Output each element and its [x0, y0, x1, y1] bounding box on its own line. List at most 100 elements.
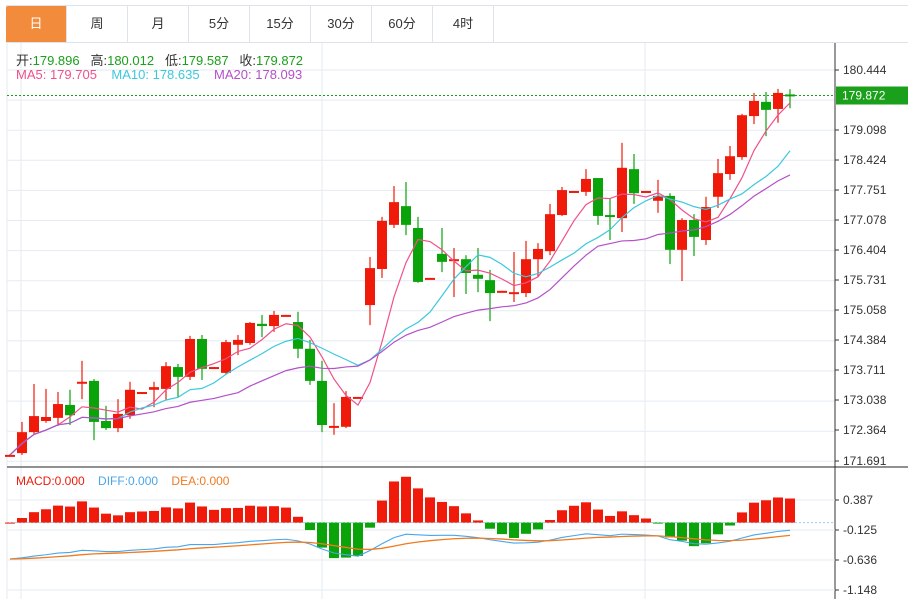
candle-body	[749, 100, 759, 117]
candle	[413, 216, 423, 283]
macd-histogram-bar	[449, 506, 459, 523]
ohlc-info: 开:179.896 高:180.012 低:179.587 收:179.872	[16, 50, 303, 69]
candle	[77, 360, 87, 400]
tab-5min[interactable]: 5分	[189, 6, 250, 42]
candle	[713, 158, 723, 208]
current-price-tag	[836, 86, 908, 105]
price-tick-label: 177.751	[843, 183, 887, 197]
candle	[257, 314, 267, 338]
candle-body	[557, 190, 567, 216]
candle-body	[641, 190, 651, 193]
candle-body	[713, 173, 723, 197]
candle	[113, 399, 123, 433]
candle	[41, 388, 51, 423]
tab-30min[interactable]: 30分	[311, 6, 372, 42]
macd-histogram-bar	[221, 508, 231, 523]
candle	[533, 243, 543, 278]
macd-histogram-bar	[245, 505, 255, 523]
tab-15min[interactable]: 15分	[250, 6, 311, 42]
candle	[17, 421, 27, 455]
ma5-value: MA5: 179.705	[16, 67, 97, 82]
candle	[677, 218, 687, 282]
candle	[281, 314, 291, 317]
current-price-label: 179.872	[842, 88, 886, 102]
macd-histogram-bar	[401, 476, 411, 523]
diff-value: DIFF:0.000	[98, 474, 159, 488]
tab-60min[interactable]: 60分	[372, 6, 433, 42]
candle-body	[185, 338, 195, 377]
candle	[581, 169, 591, 196]
ma10-line	[9, 150, 791, 456]
macd-histogram-bar	[113, 515, 123, 523]
candle	[593, 178, 603, 225]
candle	[269, 310, 279, 332]
candle	[521, 240, 531, 298]
candle	[65, 389, 75, 426]
ma20-line	[9, 174, 791, 456]
tab-4hour[interactable]: 4时	[433, 6, 494, 42]
candle-body	[689, 219, 699, 237]
open-value: 179.896	[32, 53, 80, 68]
candle-body	[485, 280, 495, 294]
candle-body	[413, 227, 423, 282]
candle	[509, 252, 519, 302]
tab-week[interactable]: 周	[67, 6, 128, 42]
candle-body	[341, 396, 351, 427]
macd-histogram-bar	[749, 502, 759, 523]
candle	[401, 182, 411, 236]
candle-body	[773, 92, 783, 109]
dea-line	[9, 534, 791, 560]
candle-body	[197, 338, 207, 369]
candle	[29, 384, 39, 435]
candle-body	[125, 389, 135, 416]
price-tick-label: 171.691	[843, 454, 887, 468]
close-label: 收:	[239, 53, 257, 68]
candle-body	[437, 253, 447, 262]
price-tick-label: 179.098	[843, 123, 887, 137]
price-tick-label: 174.384	[843, 333, 887, 347]
candle	[761, 92, 771, 137]
candle	[485, 269, 495, 322]
macd-histogram-bar	[509, 522, 519, 538]
candle	[689, 214, 699, 257]
candle-body	[293, 322, 303, 349]
macd-histogram-bar	[437, 501, 447, 523]
candle	[461, 255, 471, 294]
macd-histogram-bar	[125, 512, 135, 523]
macd-histogram-bar	[701, 522, 711, 544]
tab-month[interactable]: 月	[128, 6, 189, 42]
candle-body	[53, 404, 63, 418]
macd-histogram-bar	[413, 488, 423, 523]
candle-body	[617, 167, 627, 219]
ma20-value: MA20: 178.093	[214, 67, 303, 82]
macd-histogram-bar	[785, 498, 795, 523]
candle-body	[737, 115, 747, 158]
candle-body	[353, 396, 363, 399]
candle-body	[245, 322, 255, 343]
candle-body	[41, 416, 51, 422]
macd-histogram-bar	[185, 502, 195, 523]
macd-histogram-bar	[425, 497, 435, 523]
macd-histogram-bar	[605, 515, 615, 523]
tab-day[interactable]: 日	[6, 6, 67, 42]
candle-body	[533, 248, 543, 260]
macd-tick-label: -0.636	[843, 553, 877, 567]
low-value: 179.587	[181, 53, 229, 68]
macd-histogram-bar	[665, 522, 675, 538]
candle	[137, 392, 147, 395]
macd-histogram-bar	[377, 500, 387, 523]
macd-value: MACD:0.000	[16, 474, 85, 488]
candle	[605, 198, 615, 241]
price-tick-label: 172.364	[843, 423, 887, 437]
macd-histogram-bar	[89, 507, 99, 523]
candle-body	[317, 380, 327, 426]
macd-histogram-bar	[725, 522, 735, 526]
candle-body	[569, 190, 579, 193]
candle-body	[425, 277, 435, 280]
candle	[569, 190, 579, 193]
candle	[773, 88, 783, 123]
macd-histogram-bar	[353, 522, 363, 556]
candle	[53, 392, 63, 426]
price-tick-label: 173.038	[843, 393, 887, 407]
